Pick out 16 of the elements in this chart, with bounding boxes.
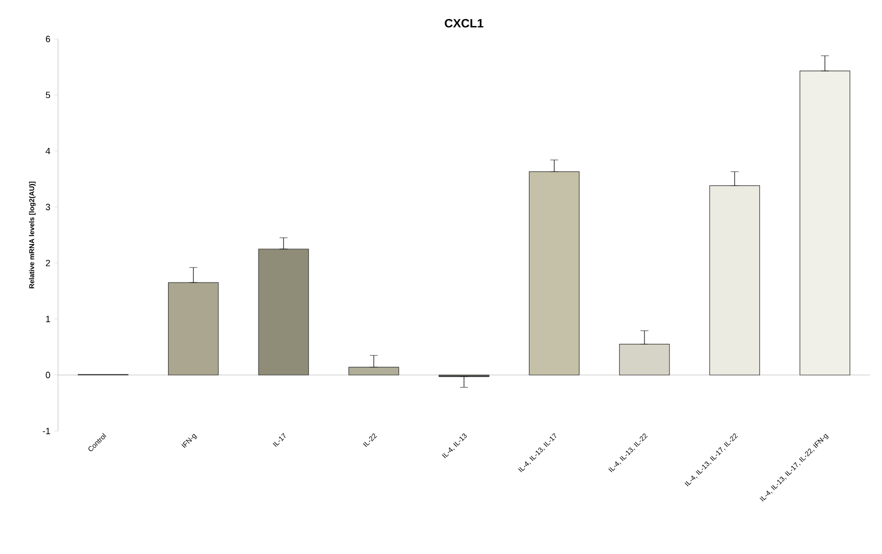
y-tick-label: 4 — [46, 148, 50, 154]
bar — [348, 366, 400, 376]
chart-title: CXCL1 — [444, 18, 484, 28]
bar — [168, 282, 219, 376]
bar — [800, 70, 850, 376]
y-tick-label: 3 — [46, 204, 50, 210]
y-tick-label: -1 — [42, 428, 50, 434]
bar — [258, 248, 309, 376]
y-tick-label: 1 — [46, 316, 50, 322]
y-tick-label: 6 — [46, 36, 50, 42]
bar — [528, 171, 580, 376]
y-tick-label: 5 — [46, 92, 50, 98]
bar — [619, 344, 670, 376]
bar — [709, 185, 760, 376]
y-tick-label: 2 — [46, 260, 50, 266]
y-tick-label: 0 — [46, 372, 50, 378]
